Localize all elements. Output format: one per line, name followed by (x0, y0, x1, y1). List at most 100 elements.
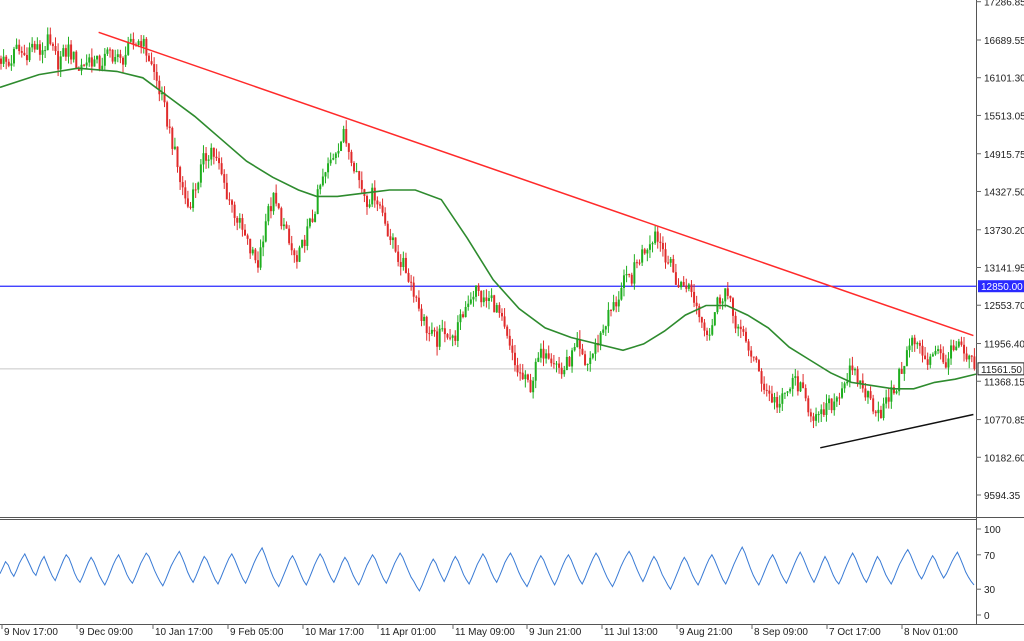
candle-body (942, 353, 945, 363)
candle-body (516, 365, 519, 373)
horizontal-levels (0, 285, 976, 370)
moving-average-line (0, 67, 977, 390)
candle-body (67, 44, 70, 57)
price-y-axis: 17286.85 16689.55 16101.30 15513.05 14915.75… (976, 0, 1024, 502)
candle-body (783, 392, 786, 394)
candle-body (866, 391, 869, 398)
moving-average (0, 67, 977, 390)
candle-body (924, 355, 927, 360)
candle-body (199, 164, 202, 183)
candle-body (732, 298, 734, 316)
candle-body (285, 224, 288, 229)
candle-body (521, 372, 524, 380)
candle-body (51, 43, 54, 47)
candle-body (960, 341, 963, 345)
candle-body (700, 317, 703, 323)
candle-body (256, 260, 259, 268)
candle-body (114, 56, 117, 62)
candle-body (472, 296, 475, 300)
candle-body (98, 55, 101, 70)
candle-body (661, 242, 664, 250)
trendline-resistance (98, 31, 974, 337)
candle-body (366, 195, 368, 207)
candle-body (412, 282, 415, 297)
candle-body (88, 57, 91, 63)
y-tick-label: 13141.95 (984, 264, 1024, 275)
candle-body (879, 409, 882, 419)
candle-body (506, 326, 509, 336)
candle-body (202, 153, 205, 165)
candle-body (72, 51, 75, 60)
candle-body (38, 44, 41, 55)
candle-body (436, 331, 439, 347)
x-tick-label: 8 Nov 01:00 (904, 627, 958, 638)
candle-body (132, 38, 135, 45)
candle-body (459, 314, 462, 323)
chart-frame (0, 0, 1024, 625)
candle-body (519, 372, 522, 374)
current-price-text: 11561.50 (981, 365, 1022, 376)
candle-body (59, 56, 62, 70)
candle-body (555, 363, 558, 365)
current-price-box (977, 362, 1024, 376)
candle-body (353, 162, 356, 172)
candle-body (604, 326, 607, 330)
candle-body (109, 49, 112, 51)
candle-body (246, 235, 249, 239)
candle-body (2, 56, 5, 64)
candle-body (231, 200, 234, 205)
candle-body (321, 176, 324, 186)
candle-body (672, 259, 675, 273)
candle-body (386, 223, 389, 237)
trendline-support (820, 413, 974, 449)
candle-body (584, 354, 587, 365)
candle-body (508, 335, 511, 346)
candle-body (812, 416, 815, 421)
candle-body (480, 290, 483, 303)
candle-body (625, 274, 628, 276)
candle-body (955, 346, 958, 351)
candle-body (882, 403, 885, 419)
candle-body (677, 284, 680, 288)
candle-body (145, 38, 148, 56)
candle-body (166, 102, 169, 127)
candle-body (147, 55, 150, 62)
candle-body (706, 330, 709, 335)
candle-body (389, 236, 392, 241)
candle-body (41, 50, 44, 55)
candle-body (142, 38, 145, 47)
candle-body (254, 249, 257, 261)
candle-body (890, 387, 893, 402)
candle-body (641, 249, 644, 263)
candle-body (719, 297, 722, 304)
candle-body (534, 361, 537, 381)
x-tick-label: 9 Jun 21:00 (529, 627, 582, 638)
candle-body (963, 344, 966, 354)
candle-body (687, 284, 690, 289)
candle-body (210, 147, 213, 160)
y-tick-label: 11956.40 (984, 340, 1024, 351)
candle-body (885, 397, 888, 404)
candle-body (308, 218, 311, 227)
candle-body (355, 171, 358, 173)
candle-body (565, 356, 568, 371)
candle-body (378, 204, 381, 206)
candle-body (711, 325, 714, 335)
candle-body (869, 391, 872, 399)
candle-body (160, 92, 163, 95)
candle-body (752, 356, 755, 358)
candle-body (298, 247, 301, 262)
candle-body (500, 312, 503, 317)
candle-body (137, 41, 140, 46)
candle-body (750, 350, 753, 357)
candle-body (397, 251, 400, 262)
candle-body (573, 346, 576, 351)
candle-body (513, 352, 516, 366)
candle-body (656, 231, 659, 242)
candle-body (116, 54, 119, 57)
candle-body (44, 50, 47, 52)
candle-body (5, 56, 8, 62)
candle-body (293, 250, 296, 256)
candle-body (737, 326, 740, 329)
candle-body (158, 80, 161, 95)
